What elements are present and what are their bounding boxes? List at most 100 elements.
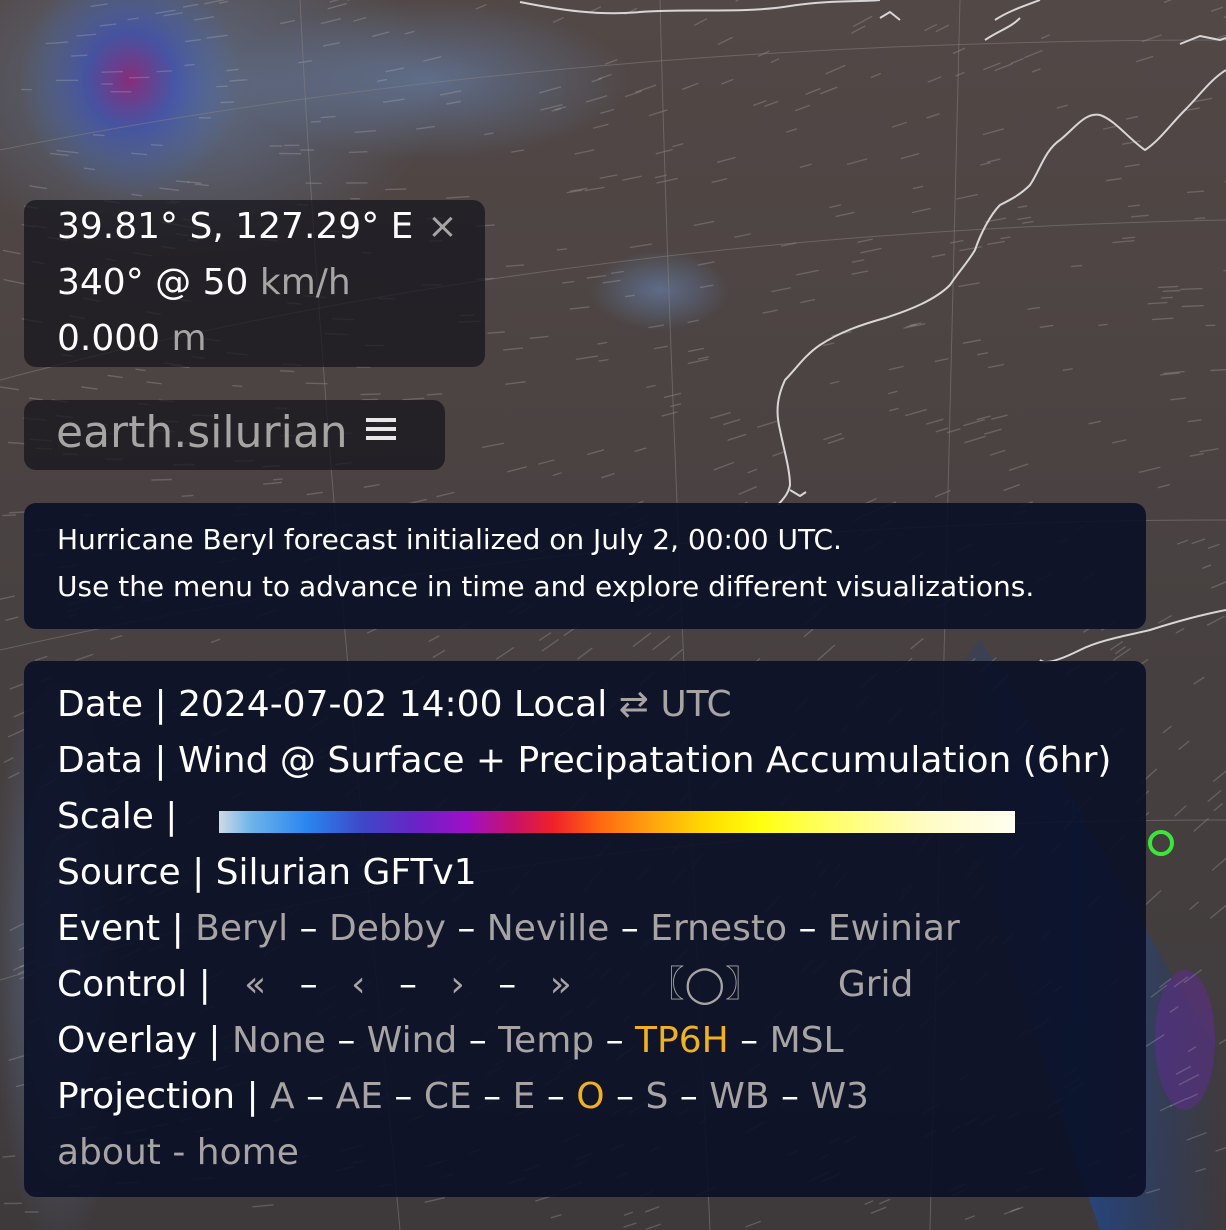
wind-streak: [511, 149, 525, 153]
close-icon[interactable]: ×: [427, 206, 458, 247]
wind-streak: [984, 428, 1002, 435]
wind-streak: [1121, 140, 1142, 145]
wind-streak: [367, 628, 377, 634]
event-option-beryl[interactable]: Beryl: [195, 908, 289, 949]
wind-streak: [320, 115, 336, 119]
prev-button[interactable]: ‹: [351, 964, 366, 1005]
wind-streak: [273, 478, 283, 481]
swap-icon[interactable]: ⇄: [618, 684, 649, 725]
wind-streak: [593, 123, 609, 129]
wind-streak: [1098, 323, 1108, 326]
projection-option-ae[interactable]: AE: [335, 1076, 383, 1117]
precip-unit[interactable]: m: [171, 318, 207, 359]
wind-streak: [598, 359, 609, 362]
first-button[interactable]: «: [244, 964, 267, 1005]
locate-button[interactable]: 〖◯〗: [648, 964, 761, 1005]
wind-streak: [629, 243, 652, 249]
wind-streak: [827, 437, 845, 444]
wind-streak: [986, 158, 1001, 163]
wind-streak: [772, 451, 786, 457]
color-scale-bar[interactable]: [219, 811, 1015, 833]
event-option-ernesto[interactable]: Ernesto: [650, 908, 787, 949]
projection-option-o[interactable]: O: [576, 1076, 605, 1117]
projection-option-w3[interactable]: W3: [810, 1076, 869, 1117]
wind-streak: [963, 419, 985, 427]
wind-streak: [45, 41, 69, 45]
wind-streak: [976, 415, 991, 421]
wind-streak: [186, 181, 202, 184]
wind-streak: [279, 19, 296, 25]
brand-row[interactable]: earth.silurian: [56, 407, 396, 458]
overlay-option-temp[interactable]: Temp: [498, 1020, 595, 1061]
wind-streak: [654, 345, 668, 350]
wind-streak: [348, 150, 368, 154]
wind-streak: [574, 149, 595, 155]
overlay-option-tp6h[interactable]: TP6H: [635, 1020, 729, 1061]
wind-streak: [226, 68, 239, 72]
wind-streak: [360, 393, 381, 396]
precip-blob: [230, 0, 630, 160]
overlay-option-none[interactable]: None: [231, 1020, 326, 1061]
wind-streak: [711, 178, 728, 184]
date-value[interactable]: 2024-07-02 14:00 Local: [178, 684, 608, 725]
wind-streak: [584, 186, 605, 192]
projection-option-s[interactable]: S: [645, 1076, 669, 1117]
wind-streak: [598, 73, 612, 80]
wind-streak: [1010, 58, 1024, 64]
overlay-option-wind[interactable]: Wind: [366, 1020, 458, 1061]
wind-streak: [446, 195, 470, 199]
wind-streak: [1150, 984, 1168, 998]
wind-streak: [699, 284, 714, 289]
wind-streak: [0, 595, 16, 600]
wind-streak: [529, 335, 549, 339]
wind-streak: [803, 628, 814, 638]
grid-toggle[interactable]: Grid: [837, 964, 914, 1005]
projection-option-ce[interactable]: CE: [423, 1076, 472, 1117]
wind-streak: [661, 411, 678, 417]
event-option-neville[interactable]: Neville: [486, 908, 610, 949]
source-label: Source |: [57, 852, 205, 893]
projection-option-e[interactable]: E: [512, 1076, 536, 1117]
brand-title[interactable]: earth.silurian: [56, 407, 348, 458]
projection-option-wb[interactable]: WB: [709, 1076, 770, 1117]
wind-streak: [131, 193, 143, 197]
wind-streak: [1021, 220, 1034, 224]
utc-toggle[interactable]: UTC: [660, 684, 732, 725]
wind-streak: [646, 1223, 661, 1230]
wind-streak: [601, 472, 615, 479]
wind-streak: [879, 1198, 891, 1205]
event-option-debby[interactable]: Debby: [329, 908, 446, 949]
overlay-row: Overlay | None – Wind – Temp – TP6H – MS…: [57, 1016, 844, 1066]
wind-streak: [717, 156, 736, 163]
hamburger-menu-icon[interactable]: [365, 418, 396, 440]
wind-streak: [964, 435, 986, 444]
wind-streak: [194, 183, 210, 187]
wind-streak: [110, 635, 123, 640]
wind-streak: [1213, 803, 1223, 812]
wind-streak: [1186, 190, 1205, 194]
wind-streak: [1114, 646, 1126, 655]
wind-streak: [496, 647, 515, 660]
wind-streak: [552, 17, 564, 23]
next-button[interactable]: ›: [450, 964, 465, 1005]
wind-streak: [1186, 107, 1200, 111]
wind-streak: [1102, 125, 1118, 130]
wind-unit[interactable]: km/h: [259, 262, 351, 303]
wind-streak: [745, 1220, 761, 1228]
brand-panel[interactable]: earth.silurian: [24, 400, 445, 470]
about-link[interactable]: about: [57, 1132, 161, 1173]
overlay-option-msl[interactable]: MSL: [769, 1020, 844, 1061]
wind-streak: [634, 447, 647, 452]
wind-streak: [541, 639, 559, 652]
last-button[interactable]: »: [549, 964, 572, 1005]
scale-row: Scale |: [57, 792, 1037, 842]
wind-streak: [1163, 370, 1185, 375]
wind-streak: [829, 204, 842, 209]
wind-streak: [1088, 420, 1102, 425]
wind-streak: [645, 1206, 660, 1213]
wind-streak: [622, 175, 642, 181]
event-option-ewiniar[interactable]: Ewiniar: [827, 908, 960, 949]
wind-streak: [232, 385, 243, 387]
projection-option-a[interactable]: A: [270, 1076, 295, 1117]
home-link[interactable]: home: [196, 1132, 299, 1173]
